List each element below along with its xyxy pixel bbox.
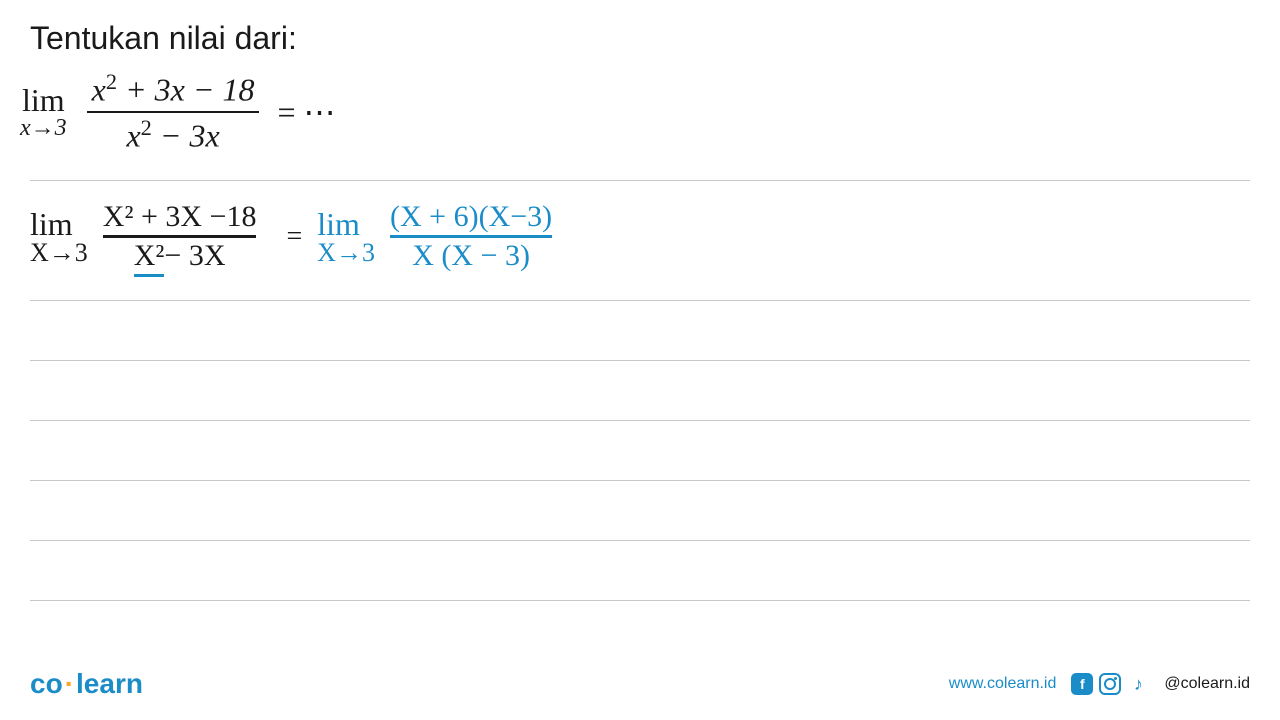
lim-subscript: x→3 xyxy=(20,116,67,140)
fraction-main: x2 + 3x − 18 x2 − 3x xyxy=(87,69,260,154)
den-rest: − 3x xyxy=(152,117,220,153)
fraction-line xyxy=(87,111,260,113)
ruled-line xyxy=(30,300,1250,301)
page-title: Tentukan nilai dari: xyxy=(30,20,1250,57)
lim-text: lim xyxy=(22,84,65,116)
ruled-line xyxy=(30,480,1250,481)
social-icons: f ♪ xyxy=(1071,673,1149,695)
handwriting-area: lim X→3 X² + 3X −18 X²− 3X = lim X→3 (X … xyxy=(30,200,552,273)
ruled-line xyxy=(30,180,1250,181)
footer: co·learn www.colearn.id f ♪ @colearn.id xyxy=(30,668,1250,700)
hw-lim-sub: X→3 xyxy=(30,240,88,266)
hw-lim-sub-blue: X→3 xyxy=(317,240,375,266)
ruled-line xyxy=(30,540,1250,541)
hw-fraction-right: (X + 6)(X−3) X (X − 3) xyxy=(390,200,552,273)
handwriting-row: lim X→3 X² + 3X −18 X²− 3X = lim X→3 (X … xyxy=(30,200,552,273)
hw-den-right: X (X − 3) xyxy=(412,239,530,273)
fraction-denominator: x2 − 3x xyxy=(121,115,224,155)
logo-co: co xyxy=(30,668,63,699)
logo-learn: learn xyxy=(76,668,143,699)
den-exp: 2 xyxy=(141,115,152,140)
tiktok-icon: ♪ xyxy=(1127,673,1149,695)
hw-equals: = xyxy=(286,221,302,253)
hw-num-right: (X + 6)(X−3) xyxy=(390,200,552,234)
hw-num-left: X² + 3X −18 xyxy=(103,200,257,234)
hw-limit-left: lim X→3 xyxy=(30,208,88,266)
hw-limit-right: lim X→3 xyxy=(317,208,375,266)
footer-right: www.colearn.id f ♪ @colearn.id xyxy=(949,673,1250,695)
hw-emphasis-underline xyxy=(134,274,164,277)
den-var: x xyxy=(126,117,140,153)
hw-frac-line xyxy=(103,235,257,238)
hw-den-text: X²− 3X xyxy=(134,239,226,272)
equals-dots: = ⋯ xyxy=(277,93,335,131)
formula-prompt: lim x→3 x2 + 3x − 18 x2 − 3x = ⋯ xyxy=(20,69,1250,154)
hw-lim-text: lim xyxy=(30,208,73,240)
social-handle: @colearn.id xyxy=(1164,675,1250,693)
ruled-line xyxy=(30,600,1250,601)
limit-notation: lim x→3 xyxy=(20,84,67,140)
ruled-line xyxy=(30,420,1250,421)
num-exp: 2 xyxy=(106,69,117,94)
facebook-icon: f xyxy=(1071,673,1093,695)
logo-dot: · xyxy=(65,668,74,699)
num-var: x xyxy=(92,72,106,108)
num-rest: + 3x − 18 xyxy=(117,72,254,108)
hw-frac-line-blue xyxy=(390,235,552,238)
hw-den-left: X²− 3X xyxy=(134,239,226,273)
logo: co·learn xyxy=(30,668,143,700)
fraction-numerator: x2 + 3x − 18 xyxy=(87,69,260,109)
ruled-line xyxy=(30,360,1250,361)
website-url: www.colearn.id xyxy=(949,675,1057,693)
hw-fraction-left: X² + 3X −18 X²− 3X xyxy=(103,200,257,273)
instagram-icon xyxy=(1099,673,1121,695)
hw-lim-text-blue: lim xyxy=(317,208,360,240)
